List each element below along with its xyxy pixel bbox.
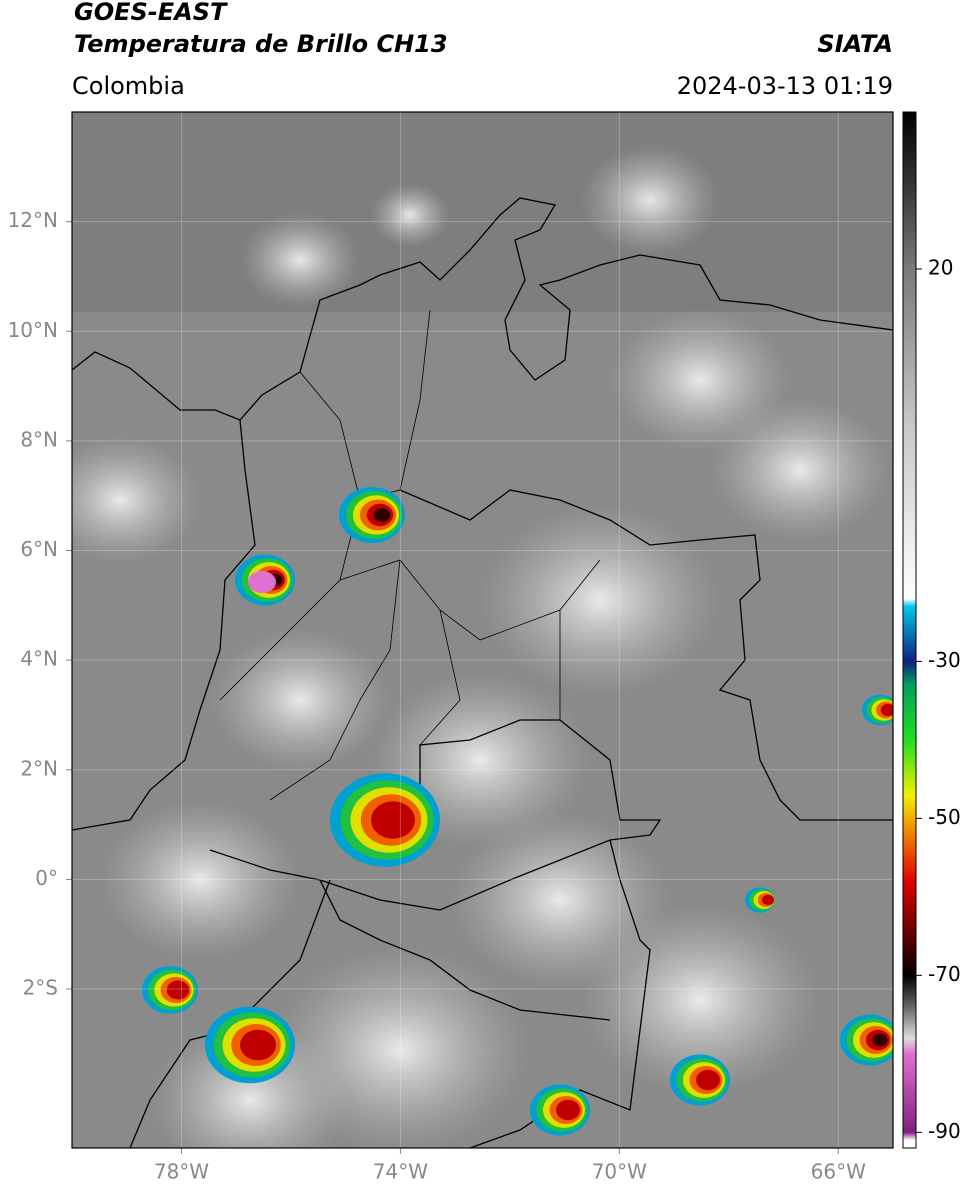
- source: SIATA: [817, 30, 893, 58]
- datetime: 2024-03-13 01:19: [677, 72, 893, 100]
- colorbar-tick-label: -70: [928, 962, 961, 986]
- cloud: [150, 1020, 350, 1148]
- storm-cell: [371, 801, 415, 839]
- y-tick-label: 8°N: [20, 427, 58, 451]
- title: GOES-EAST: [74, 0, 228, 26]
- colorbar-tick-label: -50: [928, 805, 961, 829]
- storm-cell: [880, 703, 893, 717]
- border-peru: [319, 879, 611, 1021]
- cloud: [710, 398, 890, 542]
- coastline: [72, 197, 893, 421]
- colorbar-tick-label: -30: [928, 648, 961, 672]
- border-venezuela: [399, 489, 893, 821]
- colorbar-tick-label: -90: [928, 1119, 961, 1143]
- storm-cell: [872, 1033, 888, 1047]
- x-tick-label: 70°W: [592, 1160, 647, 1184]
- border-south: [209, 719, 662, 911]
- storm-cell: [696, 1069, 720, 1091]
- storms: [142, 486, 893, 1136]
- x-tick-label: 78°W: [154, 1160, 209, 1184]
- storm-cell: [373, 507, 391, 523]
- subtitle: Temperatura de Brillo CH13: [74, 30, 448, 58]
- cloud: [480, 504, 720, 696]
- cloud: [370, 183, 450, 247]
- cloud: [72, 436, 200, 564]
- y-tick-label: 12°N: [8, 208, 58, 232]
- cloud: [100, 800, 300, 960]
- axes: 78°W 74°W 70°W 66°W 12°N 10°N 8°N 6°N 4°N 2°N 0° 2°…: [8, 112, 961, 1184]
- cloud: [580, 144, 720, 256]
- region: Colombia: [72, 72, 185, 100]
- map-area: [72, 112, 893, 1148]
- y-tick-label: 2°N: [20, 756, 58, 780]
- x-tick-label: 74°W: [373, 1160, 428, 1184]
- colorbar: [902, 111, 917, 1149]
- storm-cell: [240, 1029, 276, 1061]
- clouds: [72, 144, 890, 1148]
- y-tick-label: 0°: [35, 866, 58, 890]
- storm-cell: [166, 980, 190, 1000]
- storm-cell: [556, 1099, 580, 1121]
- cloud: [240, 212, 360, 308]
- cloud: [580, 904, 820, 1096]
- storm-cell: [762, 894, 774, 906]
- map-frame: [71, 111, 894, 1149]
- sea-shade: [72, 112, 893, 312]
- y-tick-label: 4°N: [20, 647, 58, 671]
- y-tick-label: 2°S: [23, 976, 58, 1000]
- storm-top: [248, 571, 276, 593]
- x-tick-label: 66°W: [811, 1160, 866, 1184]
- cloud: [210, 628, 390, 772]
- border-peru-brazil: [469, 839, 651, 1148]
- colorbar-tick-label: 20: [928, 255, 953, 279]
- y-tick-label: 6°N: [20, 537, 58, 561]
- y-tick-label: 10°N: [8, 318, 58, 342]
- pacific-coast: [72, 419, 256, 831]
